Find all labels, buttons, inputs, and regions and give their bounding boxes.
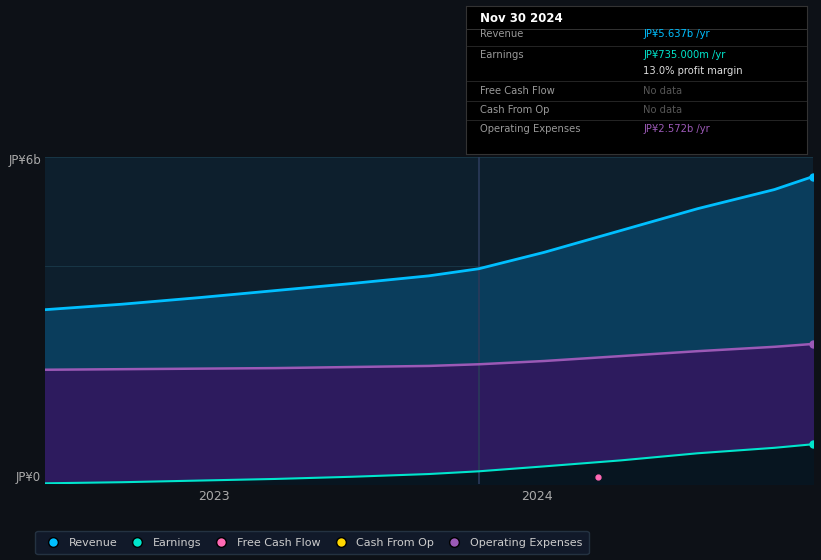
Text: 2024: 2024: [521, 490, 553, 503]
Text: JP¥2.572b /yr: JP¥2.572b /yr: [644, 124, 710, 134]
Text: Nov 30 2024: Nov 30 2024: [480, 12, 562, 25]
Text: 13.0% profit margin: 13.0% profit margin: [644, 67, 743, 77]
Text: Earnings: Earnings: [480, 50, 524, 60]
Text: Cash From Op: Cash From Op: [480, 105, 549, 115]
Text: Free Cash Flow: Free Cash Flow: [480, 86, 555, 96]
Text: Operating Expenses: Operating Expenses: [480, 124, 580, 134]
Text: Revenue: Revenue: [480, 29, 523, 39]
Text: No data: No data: [644, 105, 682, 115]
Text: JP¥735.000m /yr: JP¥735.000m /yr: [644, 50, 726, 60]
Text: 2023: 2023: [198, 490, 230, 503]
Legend: Revenue, Earnings, Free Cash Flow, Cash From Op, Operating Expenses: Revenue, Earnings, Free Cash Flow, Cash …: [35, 531, 589, 554]
Text: JP¥5.637b /yr: JP¥5.637b /yr: [644, 29, 710, 39]
Text: JP¥0: JP¥0: [16, 472, 41, 484]
Text: JP¥6b: JP¥6b: [8, 154, 41, 167]
Text: No data: No data: [644, 86, 682, 96]
